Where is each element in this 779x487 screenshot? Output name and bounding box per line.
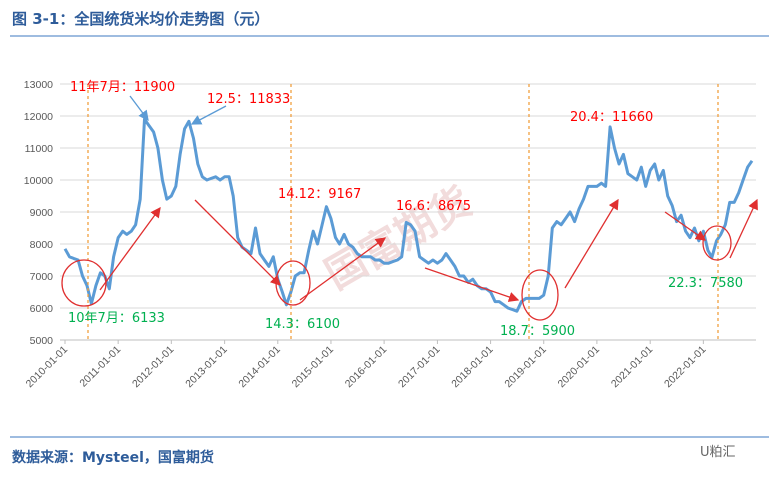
x-tick-label: 2011-01-01 (77, 344, 123, 390)
y-tick-label: 9000 (30, 207, 54, 219)
y-tick-label: 12000 (24, 111, 53, 123)
arrow (299, 237, 387, 301)
arrow (99, 206, 161, 291)
x-tick-label: 2014-01-01 (236, 344, 283, 391)
y-tick-label: 13000 (24, 79, 53, 91)
x-tick-label: 2017-01-01 (396, 344, 443, 391)
annotation: 14.12：9167 (278, 187, 361, 202)
annotation: 18.7：5900 (500, 324, 575, 339)
series-line (63, 117, 754, 313)
arrow (129, 95, 149, 122)
arrow (664, 211, 707, 241)
source: 数据来源：Mysteel，国富期货 (12, 449, 214, 466)
annotation: 16.6：8675 (396, 199, 471, 214)
circle (702, 225, 732, 261)
x-tick-label: 2016-01-01 (343, 344, 390, 391)
y-tick-label: 5000 (30, 335, 54, 347)
y-tick-label: 6000 (30, 303, 54, 315)
x-tick-label: 2015-01-01 (290, 344, 337, 391)
annotation: 20.4：11660 (570, 110, 653, 125)
annotation: 12.5：11833 (207, 92, 290, 107)
x-tick-label: 2021-01-01 (609, 344, 656, 391)
annotation: 11年7月：11900 (70, 80, 175, 95)
x-tick-label: 2019-01-01 (502, 344, 549, 391)
annotation: 10年7月：6133 (68, 311, 165, 326)
circle (521, 269, 559, 321)
arrow (190, 105, 227, 125)
overlay (61, 84, 758, 340)
x-tick-label: 2012-01-01 (130, 344, 177, 391)
annotation: 14.3：6100 (265, 317, 340, 332)
y-tick-label: 8000 (30, 239, 54, 251)
x-tick-label: 2022-01-01 (662, 344, 709, 391)
y-tick-label: 10000 (24, 175, 53, 187)
chart-title: 图 3-1：全国统货米均价走势图（元） (12, 10, 269, 28)
arrow (424, 267, 520, 302)
y-tick-label: 11000 (25, 143, 54, 155)
y-tick-label: 7000 (30, 271, 54, 283)
arrow (194, 199, 281, 286)
x-tick-label: 2018-01-01 (449, 344, 496, 391)
x-tick-label: 2013-01-01 (183, 344, 230, 391)
brand: U粕汇 (700, 445, 736, 460)
arrow (729, 198, 758, 259)
circle (61, 259, 107, 307)
x-tick-label: 2010-01-01 (24, 344, 71, 391)
annotation: 22.3：7580 (668, 276, 743, 291)
arrow (564, 198, 619, 289)
x-tick-label: 2020-01-01 (556, 344, 603, 391)
